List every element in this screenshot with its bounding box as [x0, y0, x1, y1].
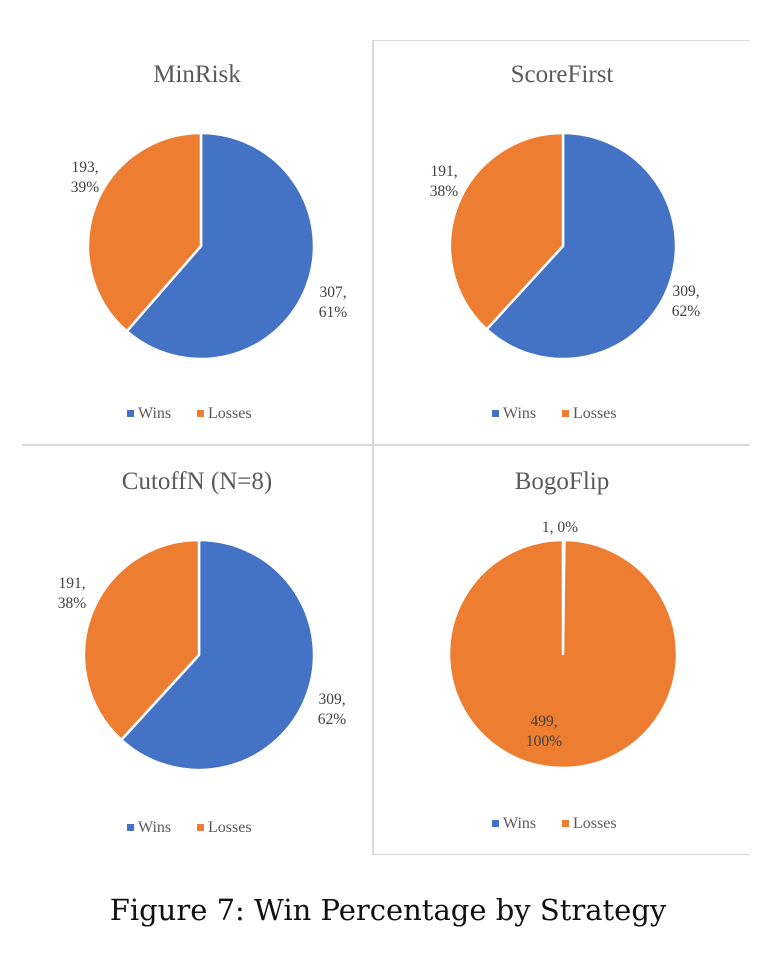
chart-title: ScoreFirst — [511, 61, 614, 88]
figure-caption: Figure 7: Win Percentage by Strategy — [109, 893, 667, 927]
chart-panel-minrisk: MinRisk 307, 61% 193, 39% Wins Losses — [22, 40, 372, 443]
legend-label-losses: Losses — [573, 815, 617, 832]
legend-swatch-losses — [562, 410, 569, 417]
chart-panel-bogoflip: BogoFlip 1, 0% 499, 100% Wins Losses — [374, 447, 750, 855]
pie-slice-wins — [125, 131, 316, 361]
chart-legend: Wins Losses — [127, 819, 252, 836]
data-label-losses: 193, 39% — [71, 159, 100, 196]
chart-legend: Wins Losses — [492, 405, 617, 422]
chart-panel-scorefirst: ScoreFirst 309, 62% 191, 38% Wins Losses — [374, 40, 750, 443]
data-label-losses: 191, 38% — [58, 575, 87, 612]
legend-swatch-wins — [492, 820, 499, 827]
chart-title: CutoffN (N=8) — [122, 468, 272, 495]
pie-chart-cutoffn: CutoffN (N=8) 309, 62% 191, 38% Wins Losses — [58, 468, 347, 836]
pie-slice-wins — [485, 131, 678, 361]
chart-title: BogoFlip — [515, 468, 609, 495]
data-label-wins: 307, 61% — [319, 284, 348, 321]
pie-slice-losses — [448, 131, 565, 331]
data-label-wins: 309, 62% — [672, 283, 701, 320]
legend-swatch-wins — [127, 410, 134, 417]
legend-swatch-losses — [197, 824, 204, 831]
legend-swatch-losses — [197, 410, 204, 417]
legend-label-wins: Wins — [503, 405, 536, 422]
legend-swatch-wins — [492, 410, 499, 417]
pie-chart-bogoflip: BogoFlip 1, 0% 499, 100% Wins Losses — [447, 468, 679, 832]
legend-label-wins: Wins — [138, 819, 171, 836]
pie-slice-losses — [447, 538, 679, 770]
legend-label-losses: Losses — [208, 819, 252, 836]
pie-slice-losses — [82, 538, 201, 742]
pie-chart-scorefirst: ScoreFirst 309, 62% 191, 38% Wins Losses — [430, 61, 701, 422]
legend-label-losses: Losses — [573, 405, 617, 422]
data-label-losses: 191, 38% — [430, 163, 459, 200]
panel-border-top — [374, 40, 750, 41]
chart-legend: Wins Losses — [492, 815, 617, 832]
panel-divider-vertical — [372, 40, 374, 855]
pie-chart-minrisk: MinRisk 307, 61% 193, 39% Wins Losses — [71, 61, 348, 422]
data-label-wins: 309, 62% — [318, 691, 347, 728]
legend-swatch-losses — [562, 820, 569, 827]
pie-slice-wins — [120, 538, 316, 772]
chart-title: MinRisk — [153, 61, 241, 88]
legend-swatch-wins — [127, 824, 134, 831]
legend-label-losses: Losses — [208, 405, 252, 422]
panel-border-bottom — [374, 854, 750, 855]
pie-slice-losses — [86, 131, 203, 333]
data-label-wins: 1, 0% — [542, 519, 578, 536]
legend-label-wins: Wins — [138, 405, 171, 422]
data-label-losses: 499, 100% — [526, 713, 562, 750]
legend-label-wins: Wins — [503, 815, 536, 832]
chart-legend: Wins Losses — [127, 405, 252, 422]
chart-panel-cutoffn: CutoffN (N=8) 309, 62% 191, 38% Wins Losses — [22, 447, 372, 855]
panel-divider-horizontal — [22, 444, 750, 446]
